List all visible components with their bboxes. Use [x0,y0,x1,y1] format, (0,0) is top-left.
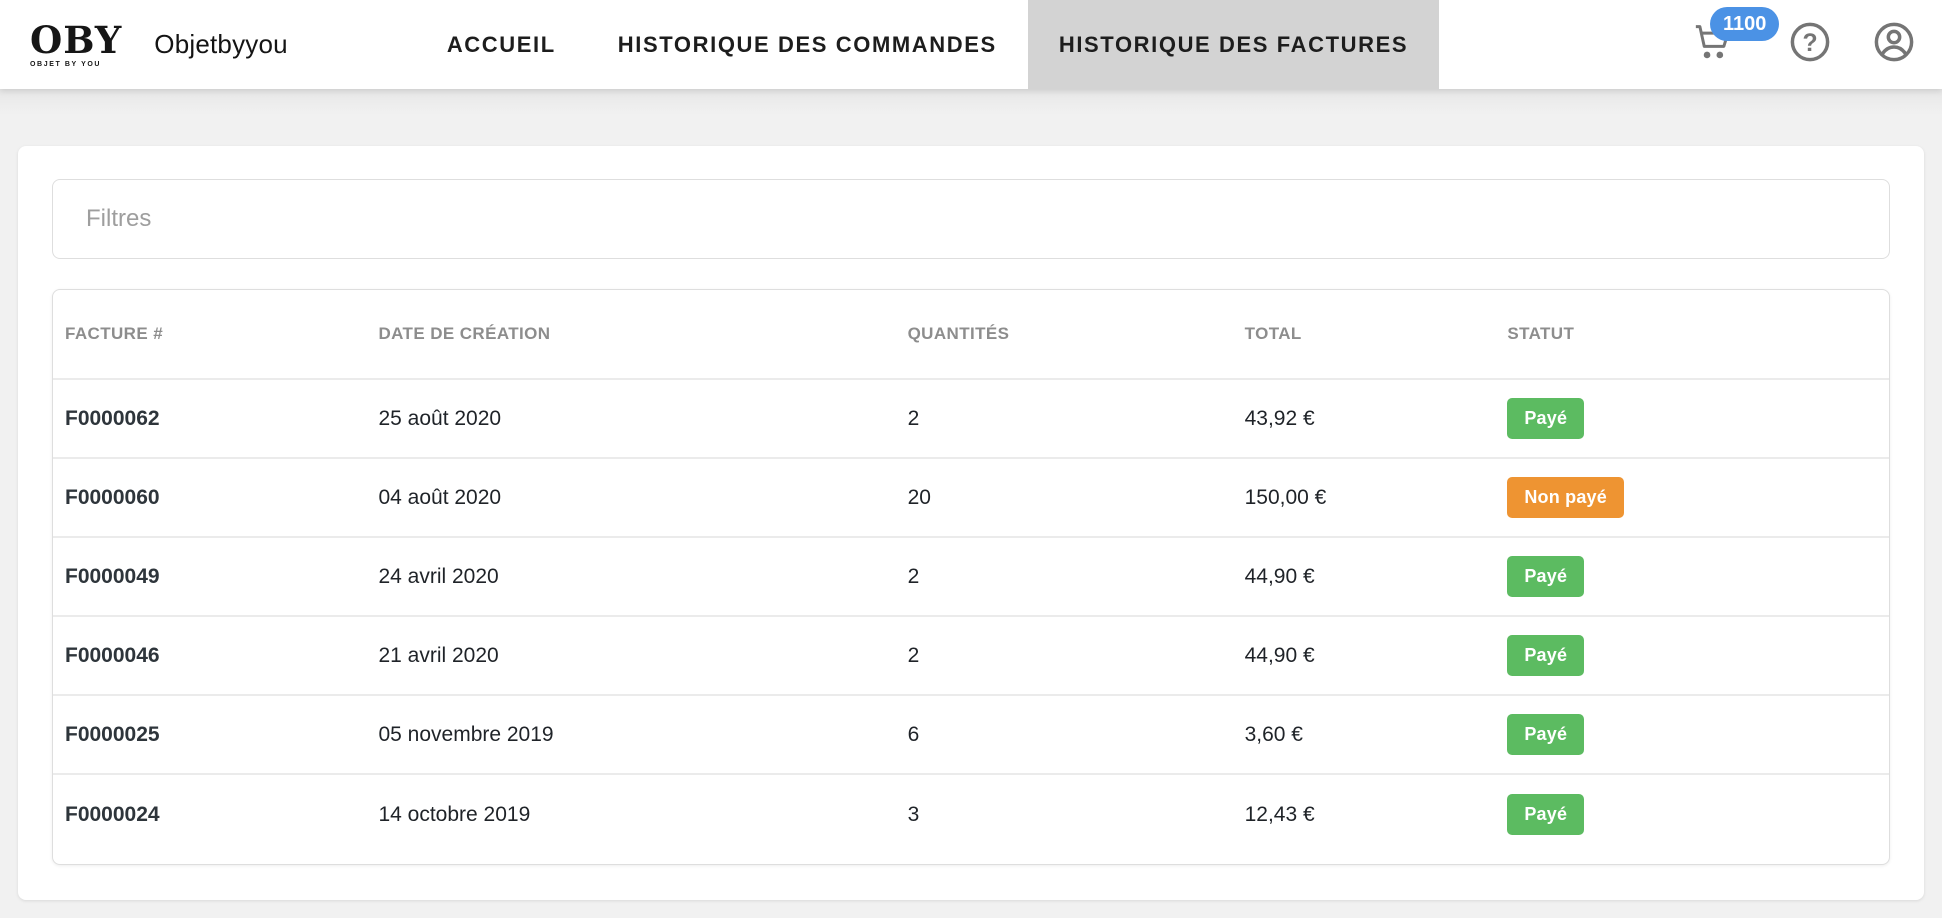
invoice-number-cell: F0000046 [65,643,160,667]
table-row: F0000046 21 avril 2020 2 44,90 € Payé [53,617,1889,696]
creation-date-cell: 04 août 2020 [378,485,502,509]
quantity-cell: 6 [907,722,920,746]
logo-caption: OBJET BY YOU [30,60,102,68]
table-body: F0000062 25 août 2020 2 43,92 € Payé F00… [53,380,1889,854]
question-mark-circle-icon: ? [1788,20,1832,69]
table-header-row: FACTURE # DATE DE CRÉATION QUANTITÉS TOT… [53,290,1889,380]
invoice-number-cell: F0000049 [65,564,160,588]
table-row: F0000060 04 août 2020 20 150,00 € Non pa… [53,459,1889,538]
status-cell: Non payé [1507,477,1877,518]
total-cell: 44,90 € [1244,564,1315,588]
column-header-statut: STATUT [1507,324,1575,343]
nav-tab-historique-commandes[interactable]: HISTORIQUE DES COMMANDES [587,0,1028,89]
creation-date-cell: 14 octobre 2019 [378,802,531,826]
total-cell: 150,00 € [1244,485,1327,509]
column-header-date: DATE DE CRÉATION [378,324,551,343]
creation-date-cell: 25 août 2020 [378,406,502,430]
column-header-quantites: QUANTITÉS [907,324,1010,343]
creation-date-cell: 05 novembre 2019 [378,722,554,746]
navbar-actions: 1100 ? [1692,0,1916,89]
nav-tab-label: HISTORIQUE DES FACTURES [1058,31,1409,57]
cart-button[interactable]: 1100 [1692,7,1780,68]
account-button[interactable] [1872,20,1916,69]
status-badge: Payé [1507,794,1585,835]
svg-text:?: ? [1802,30,1817,57]
help-button[interactable]: ? [1788,20,1832,69]
status-badge: Payé [1507,398,1585,439]
table-row: F0000049 24 avril 2020 2 44,90 € Payé [53,538,1889,617]
brand-logo[interactable]: OBY OBJET BY YOU [30,17,123,68]
quantity-cell: 2 [907,564,920,588]
creation-date-cell: 24 avril 2020 [378,564,499,588]
table-row: F0000024 14 octobre 2019 3 12,43 € Payé [53,775,1889,854]
quantity-cell: 2 [907,406,920,430]
status-badge: Payé [1507,635,1585,676]
status-cell: Payé [1507,398,1877,439]
status-cell: Payé [1507,635,1877,676]
nav-tab-accueil[interactable]: ACCUEIL [416,0,587,89]
creation-date-cell: 21 avril 2020 [378,643,499,667]
invoices-card: FACTURE # DATE DE CRÉATION QUANTITÉS TOT… [18,146,1924,900]
brand: OBY OBJET BY YOU Objetbyyou [30,0,288,89]
top-navbar: OBY OBJET BY YOU Objetbyyou ACCUEIL HIST… [0,0,1942,89]
nav-tab-historique-factures[interactable]: HISTORIQUE DES FACTURES [1027,0,1440,89]
table-row: F0000062 25 août 2020 2 43,92 € Payé [53,380,1889,459]
quantity-cell: 20 [907,485,931,509]
filters-input[interactable] [52,179,1890,259]
nav-tab-label: HISTORIQUE DES COMMANDES [617,31,997,57]
invoice-number-cell: F0000025 [65,722,160,746]
invoice-number-cell: F0000024 [65,802,160,826]
status-badge: Payé [1507,714,1585,755]
invoice-number-cell: F0000062 [65,406,160,430]
brand-name: Objetbyyou [154,29,288,59]
column-header-total: TOTAL [1244,324,1302,343]
total-cell: 12,43 € [1244,802,1315,826]
total-cell: 44,90 € [1244,643,1315,667]
total-cell: 43,92 € [1244,406,1315,430]
column-header-facture: FACTURE # [65,324,164,343]
quantity-cell: 2 [907,643,920,667]
table-row: F0000025 05 novembre 2019 6 3,60 € Payé [53,696,1889,775]
total-cell: 3,60 € [1244,722,1303,746]
invoice-number-cell: F0000060 [65,485,160,509]
quantity-cell: 3 [907,802,920,826]
page-content: FACTURE # DATE DE CRÉATION QUANTITÉS TOT… [0,89,1942,918]
status-badge: Non payé [1507,477,1624,518]
status-badge: Payé [1507,556,1585,597]
person-circle-icon [1872,20,1916,69]
invoices-table: FACTURE # DATE DE CRÉATION QUANTITÉS TOT… [52,289,1890,865]
nav-tab-label: ACCUEIL [446,31,556,57]
main-nav: ACCUEIL HISTORIQUE DES COMMANDES HISTORI… [416,0,1440,89]
status-cell: Payé [1507,714,1877,755]
status-cell: Payé [1507,556,1877,597]
cart-count-badge: 1100 [1710,7,1780,41]
status-cell: Payé [1507,794,1877,835]
logo-text: OBY [30,17,123,62]
